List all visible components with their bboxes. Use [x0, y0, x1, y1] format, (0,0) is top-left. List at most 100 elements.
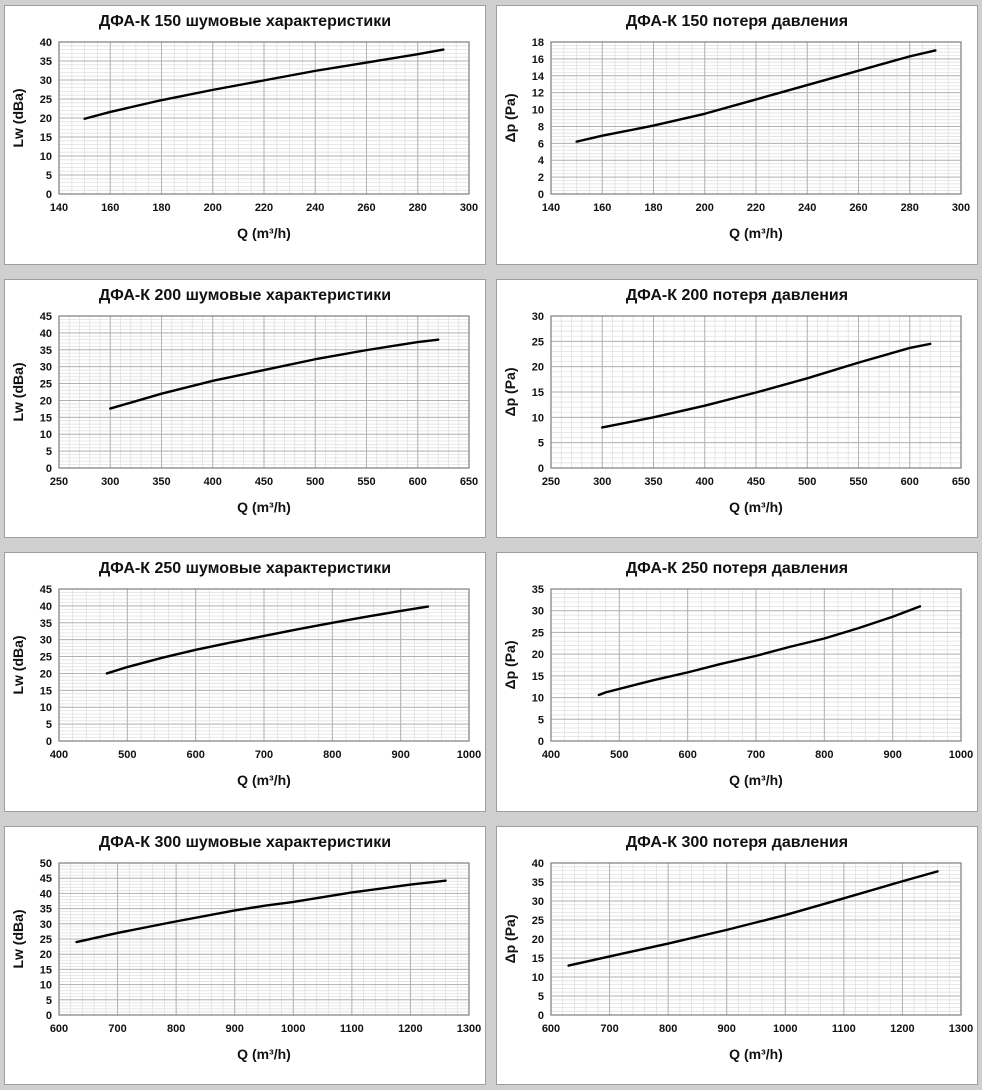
svg-text:1000: 1000 [949, 749, 973, 761]
svg-text:400: 400 [696, 476, 714, 488]
svg-text:180: 180 [644, 202, 662, 214]
svg-text:900: 900 [883, 749, 901, 761]
svg-text:180: 180 [152, 202, 170, 214]
svg-text:550: 550 [849, 476, 867, 488]
svg-text:0: 0 [538, 463, 544, 475]
svg-text:35: 35 [40, 618, 52, 630]
x-axis-label: Q (m³/h) [237, 499, 291, 515]
svg-text:30: 30 [532, 606, 544, 618]
svg-text:25: 25 [532, 915, 544, 927]
svg-text:15: 15 [532, 671, 544, 683]
svg-text:30: 30 [40, 361, 52, 373]
svg-text:20: 20 [40, 668, 52, 680]
svg-text:50: 50 [40, 858, 52, 870]
svg-text:500: 500 [118, 749, 136, 761]
chart-panel-dfa-k-150-noise: ДФА-К 150 шумовые характеристики 140 160 1… [4, 5, 486, 265]
chart-title: ДФА-К 200 шумовые характеристики [98, 286, 392, 304]
chart-title: ДФА-К 150 шумовые характеристики [98, 13, 392, 30]
svg-text:0: 0 [538, 189, 544, 201]
svg-text:900: 900 [226, 1023, 244, 1035]
svg-text:500: 500 [610, 749, 628, 761]
chart-panel-dfa-k-150-pressure: ДФА-К 150 потеря давления 140 160 180 200 22… [496, 5, 978, 265]
x-axis-label: Q (m³/h) [729, 499, 783, 515]
svg-text:15: 15 [532, 953, 544, 965]
svg-text:15: 15 [532, 387, 544, 399]
svg-text:900: 900 [391, 749, 409, 761]
svg-text:160: 160 [101, 202, 119, 214]
y-axis-label: Δp (Pa) [502, 367, 518, 416]
svg-text:0: 0 [538, 1010, 544, 1022]
svg-text:0: 0 [46, 189, 52, 201]
svg-text:5: 5 [538, 991, 544, 1003]
x-axis-label: Q (m³/h) [237, 1046, 291, 1062]
svg-text:6: 6 [538, 138, 544, 150]
x-axis-label: Q (m³/h) [237, 225, 291, 241]
svg-text:25: 25 [40, 378, 52, 390]
line-chart: 250 300 350 400 450 500 550 600 650 0 5 10 15 20 25 30 Q… [502, 311, 970, 515]
svg-text:18: 18 [532, 37, 544, 49]
svg-text:240: 240 [798, 202, 816, 214]
svg-text:30: 30 [40, 918, 52, 930]
svg-text:280: 280 [901, 202, 919, 214]
svg-text:700: 700 [108, 1023, 126, 1035]
svg-text:5: 5 [538, 714, 544, 726]
svg-text:45: 45 [40, 311, 52, 323]
chart-title: ДФА-К 200 потеря давления [625, 286, 849, 304]
svg-text:40: 40 [40, 888, 52, 900]
svg-text:600: 600 [542, 1023, 560, 1035]
svg-text:1000: 1000 [773, 1023, 797, 1035]
svg-text:1000: 1000 [457, 749, 481, 761]
svg-text:700: 700 [600, 1023, 618, 1035]
svg-text:400: 400 [204, 476, 222, 488]
chart-panel-dfa-k-250-pressure: ДФА-К 250 потеря давления 400 500 600 700 80… [496, 552, 978, 812]
svg-text:12: 12 [532, 88, 544, 100]
svg-text:25: 25 [532, 627, 544, 639]
x-axis-label: Q (m³/h) [729, 772, 783, 788]
chart-panel-dfa-k-300-pressure: ДФА-К 300 потеря давления 600 700 800 900 10… [496, 825, 978, 1085]
svg-text:1200: 1200 [890, 1023, 914, 1035]
svg-text:300: 300 [593, 476, 611, 488]
svg-text:400: 400 [542, 749, 560, 761]
svg-text:0: 0 [46, 463, 52, 475]
svg-text:0: 0 [46, 736, 52, 748]
svg-text:15: 15 [40, 964, 52, 976]
svg-text:550: 550 [357, 476, 375, 488]
chart-title: ДФА-К 300 шумовые характеристики [98, 833, 392, 851]
svg-text:5: 5 [538, 437, 544, 449]
svg-text:15: 15 [40, 412, 52, 424]
y-axis-label: Δp (Pa) [502, 94, 518, 143]
svg-text:40: 40 [532, 858, 544, 870]
svg-text:16: 16 [532, 54, 544, 66]
svg-text:1200: 1200 [398, 1023, 422, 1035]
svg-text:700: 700 [255, 749, 273, 761]
svg-text:10: 10 [532, 693, 544, 705]
svg-text:1000: 1000 [281, 1023, 305, 1035]
y-axis-label: Lw (dBa) [10, 362, 26, 421]
svg-text:20: 20 [40, 113, 52, 125]
line-chart: 400 500 600 700 800 900 1000 0 5 10 15 20 25 30 35 Q (m… [502, 584, 973, 788]
svg-text:400: 400 [50, 749, 68, 761]
svg-text:15: 15 [40, 685, 52, 697]
line-chart: 140 160 180 200 220 240 260 280 300 0 2 4 6 8 10 12 14 16… [502, 37, 970, 241]
svg-text:20: 20 [40, 949, 52, 961]
svg-text:30: 30 [532, 311, 544, 323]
svg-text:600: 600 [50, 1023, 68, 1035]
line-chart: 140 160 180 200 220 240 260 280 300 0 5 10 15 20 25 30 3… [10, 37, 478, 241]
svg-text:220: 220 [255, 202, 273, 214]
svg-text:300: 300 [101, 476, 119, 488]
chart-title: ДФА-К 150 потеря давления [625, 13, 849, 30]
svg-text:5: 5 [46, 719, 52, 731]
svg-text:10: 10 [40, 702, 52, 714]
svg-text:350: 350 [152, 476, 170, 488]
svg-text:140: 140 [542, 202, 560, 214]
svg-text:10: 10 [532, 412, 544, 424]
svg-text:1100: 1100 [340, 1023, 364, 1035]
svg-text:600: 600 [901, 476, 919, 488]
svg-text:35: 35 [532, 877, 544, 889]
chart-panel-dfa-k-200-pressure: ДФА-К 200 потеря давления 250 300 350 400 45… [496, 278, 978, 538]
svg-text:280: 280 [409, 202, 427, 214]
svg-text:600: 600 [409, 476, 427, 488]
svg-text:20: 20 [40, 395, 52, 407]
svg-text:45: 45 [40, 584, 52, 596]
svg-text:900: 900 [718, 1023, 736, 1035]
